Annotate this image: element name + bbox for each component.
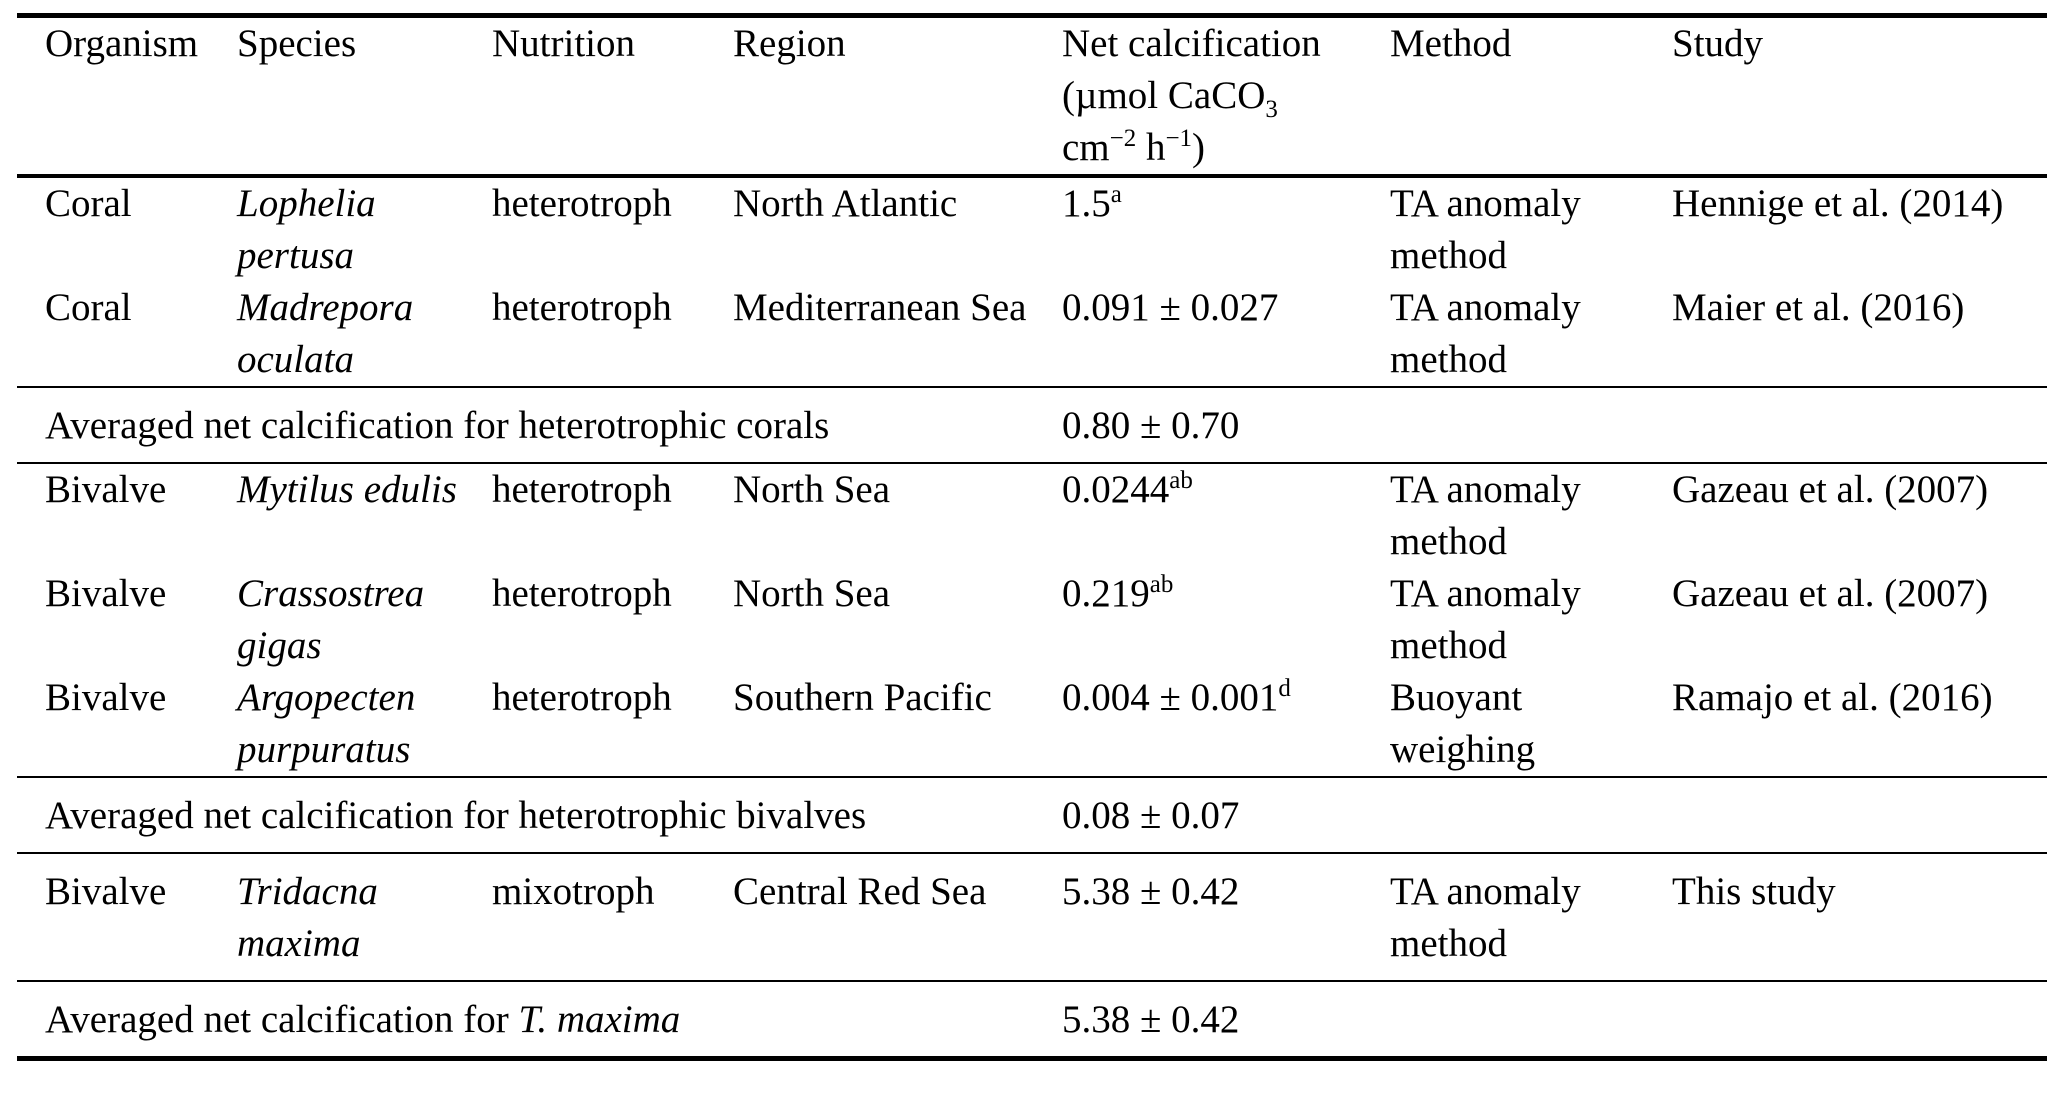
summary-value: 0.08 ± 0.07 — [1062, 777, 1390, 854]
summary-row-t-maxima: Averaged net calcification for T. maxima… — [17, 981, 2047, 1061]
cell-species: Argopecten purpuratus — [237, 672, 492, 778]
cell-study: This study — [1672, 853, 2047, 982]
cell-region: North Sea — [733, 468, 891, 511]
cell-nutrition: heterotroph — [492, 672, 733, 778]
net-calc-value: 0.004 ± 0.001 — [1062, 676, 1279, 719]
cell-study: Gazeau et al. (2007) — [1672, 572, 1989, 615]
cell-nutrition: heterotroph — [492, 468, 672, 511]
col-header-nutrition: Nutrition — [492, 15, 733, 178]
cell-nutrition: heterotroph — [492, 182, 672, 225]
table-row-crassostrea-gigas: Bivalve Crassostrea gigas heterotroph No… — [17, 568, 2047, 672]
net-calc-value: 0.0244 — [1062, 468, 1170, 511]
empty-cell — [1390, 777, 1672, 854]
cell-net-calcification: 0.0244ab — [1062, 463, 1390, 568]
cell-method: TA anomaly method — [1390, 572, 1581, 667]
cell-region: North Atlantic — [733, 182, 958, 225]
net-calc-unit-cm-exp: −2 — [1109, 125, 1137, 152]
cell-region: North Sea — [733, 572, 891, 615]
summary-value: 5.38 ± 0.42 — [1062, 981, 1390, 1061]
net-calc-value: 1.5 — [1062, 182, 1111, 225]
cell-organism: Coral — [45, 182, 132, 225]
cell-species: Tridacna maxima — [237, 853, 492, 982]
cell-method: TA anomaly method — [1390, 853, 1672, 982]
net-calc-footnote: d — [1278, 675, 1291, 702]
net-calc-footnote: a — [1110, 181, 1122, 208]
cell-species: Crassostrea gigas — [237, 572, 425, 667]
cell-net-calcification: 1.5a — [1062, 176, 1390, 282]
net-calc-title: Net calcification — [1062, 22, 1321, 65]
cell-species: Madrepora oculata — [237, 282, 492, 388]
cell-method: TA anomaly method — [1390, 468, 1581, 563]
summary-value: 0.80 ± 0.70 — [1062, 387, 1390, 464]
table-row-lophelia-pertusa: Coral Lophelia pertusa heterotroph North… — [17, 176, 2047, 282]
cell-method: TA anomaly method — [1390, 282, 1672, 388]
summary-label-italic: T. maxima — [518, 998, 681, 1041]
cell-net-calcification: 0.091 ± 0.027 — [1062, 282, 1390, 388]
cell-study: Ramajo et al. (2016) — [1672, 672, 2047, 778]
net-calc-unit-line2: (µmol CaCO — [1062, 74, 1266, 117]
net-calc-footnote: ab — [1169, 467, 1193, 494]
cell-region: Southern Pacific — [733, 672, 1062, 778]
header-row: Organism Species Nutrition Region Net ca… — [17, 15, 2047, 178]
col-header-organism: Organism — [17, 15, 237, 178]
cell-region: Central Red Sea — [733, 853, 1062, 982]
table-row-argopecten-purpuratus: Bivalve Argopecten purpuratus heterotrop… — [17, 672, 2047, 778]
cell-organism: Coral — [17, 282, 237, 388]
net-calc-unit-close: ) — [1192, 126, 1206, 169]
empty-cell — [1672, 387, 2047, 464]
summary-label: Averaged net calcification for heterotro… — [17, 387, 1062, 464]
net-calc-unit-h-exp: −1 — [1165, 125, 1193, 152]
net-calc-unit-h: h — [1136, 126, 1166, 169]
cell-organism: Bivalve — [17, 672, 237, 778]
cell-study: Gazeau et al. (2007) — [1672, 468, 1989, 511]
net-calc-unit-cm: cm — [1062, 126, 1110, 169]
summary-label-text: Averaged net calcification for — [45, 998, 519, 1041]
summary-row-heterotrophic-bivalves: Averaged net calcification for heterotro… — [17, 777, 2047, 854]
cell-nutrition: heterotroph — [492, 282, 733, 388]
cell-method: TA anomaly method — [1390, 182, 1581, 277]
cell-method: Buoyant weighing — [1390, 672, 1672, 778]
cell-region: Mediterranean Sea — [733, 282, 1062, 388]
net-calc-value: 0.091 ± 0.027 — [1062, 286, 1279, 329]
cell-species: Mytilus edulis — [237, 468, 457, 511]
col-header-region: Region — [733, 15, 1062, 178]
empty-cell — [1672, 777, 2047, 854]
summary-label: Averaged net calcification for heterotro… — [17, 777, 1062, 854]
net-calc-value: 0.219 — [1062, 572, 1150, 615]
cell-organism: Bivalve — [17, 853, 237, 982]
empty-cell — [1390, 387, 1672, 464]
col-header-study: Study — [1672, 15, 2047, 178]
cell-net-calcification: 0.219ab — [1062, 568, 1390, 672]
cell-nutrition: mixotroph — [492, 853, 733, 982]
summary-row-heterotrophic-corals: Averaged net calcification for heterotro… — [17, 387, 2047, 464]
summary-label: Averaged net calcification for T. maxima — [17, 981, 1062, 1061]
table-row-tridacna-maxima: Bivalve Tridacna maxima mixotroph Centra… — [17, 853, 2047, 982]
col-header-method: Method — [1390, 15, 1672, 178]
cell-net-calcification: 0.004 ± 0.001d — [1062, 672, 1390, 778]
cell-organism: Bivalve — [45, 468, 167, 511]
cell-nutrition: heterotroph — [492, 572, 672, 615]
cell-study: Hennige et al. (2014) — [1672, 182, 2004, 225]
summary-label-text: Averaged net calcification for heterotro… — [45, 794, 867, 837]
cell-organism: Bivalve — [45, 572, 167, 615]
net-calc-unit-sub: 3 — [1265, 95, 1278, 123]
empty-cell — [1672, 981, 2047, 1061]
table-row-mytilus-edulis: Bivalve Mytilus edulis heterotroph North… — [17, 463, 2047, 568]
summary-label-text: Averaged net calcification for heterotro… — [45, 404, 830, 447]
empty-cell — [1390, 981, 1672, 1061]
cell-net-calcification: 5.38 ± 0.42 — [1062, 853, 1390, 982]
cell-species: Lophelia pertusa — [237, 182, 376, 277]
net-calc-footnote: ab — [1149, 571, 1174, 598]
cell-study: Maier et al. (2016) — [1672, 282, 2047, 388]
net-calc-value: 5.38 ± 0.42 — [1062, 870, 1240, 913]
table-row-madrepora-oculata: Coral Madrepora oculata heterotroph Medi… — [17, 282, 2047, 388]
col-header-species: Species — [237, 15, 492, 178]
net-calcification-table: Organism Species Nutrition Region Net ca… — [17, 13, 2047, 1061]
col-header-net-calcification: Net calcification (µmol CaCO3 cm−2 h−1) — [1062, 15, 1390, 178]
